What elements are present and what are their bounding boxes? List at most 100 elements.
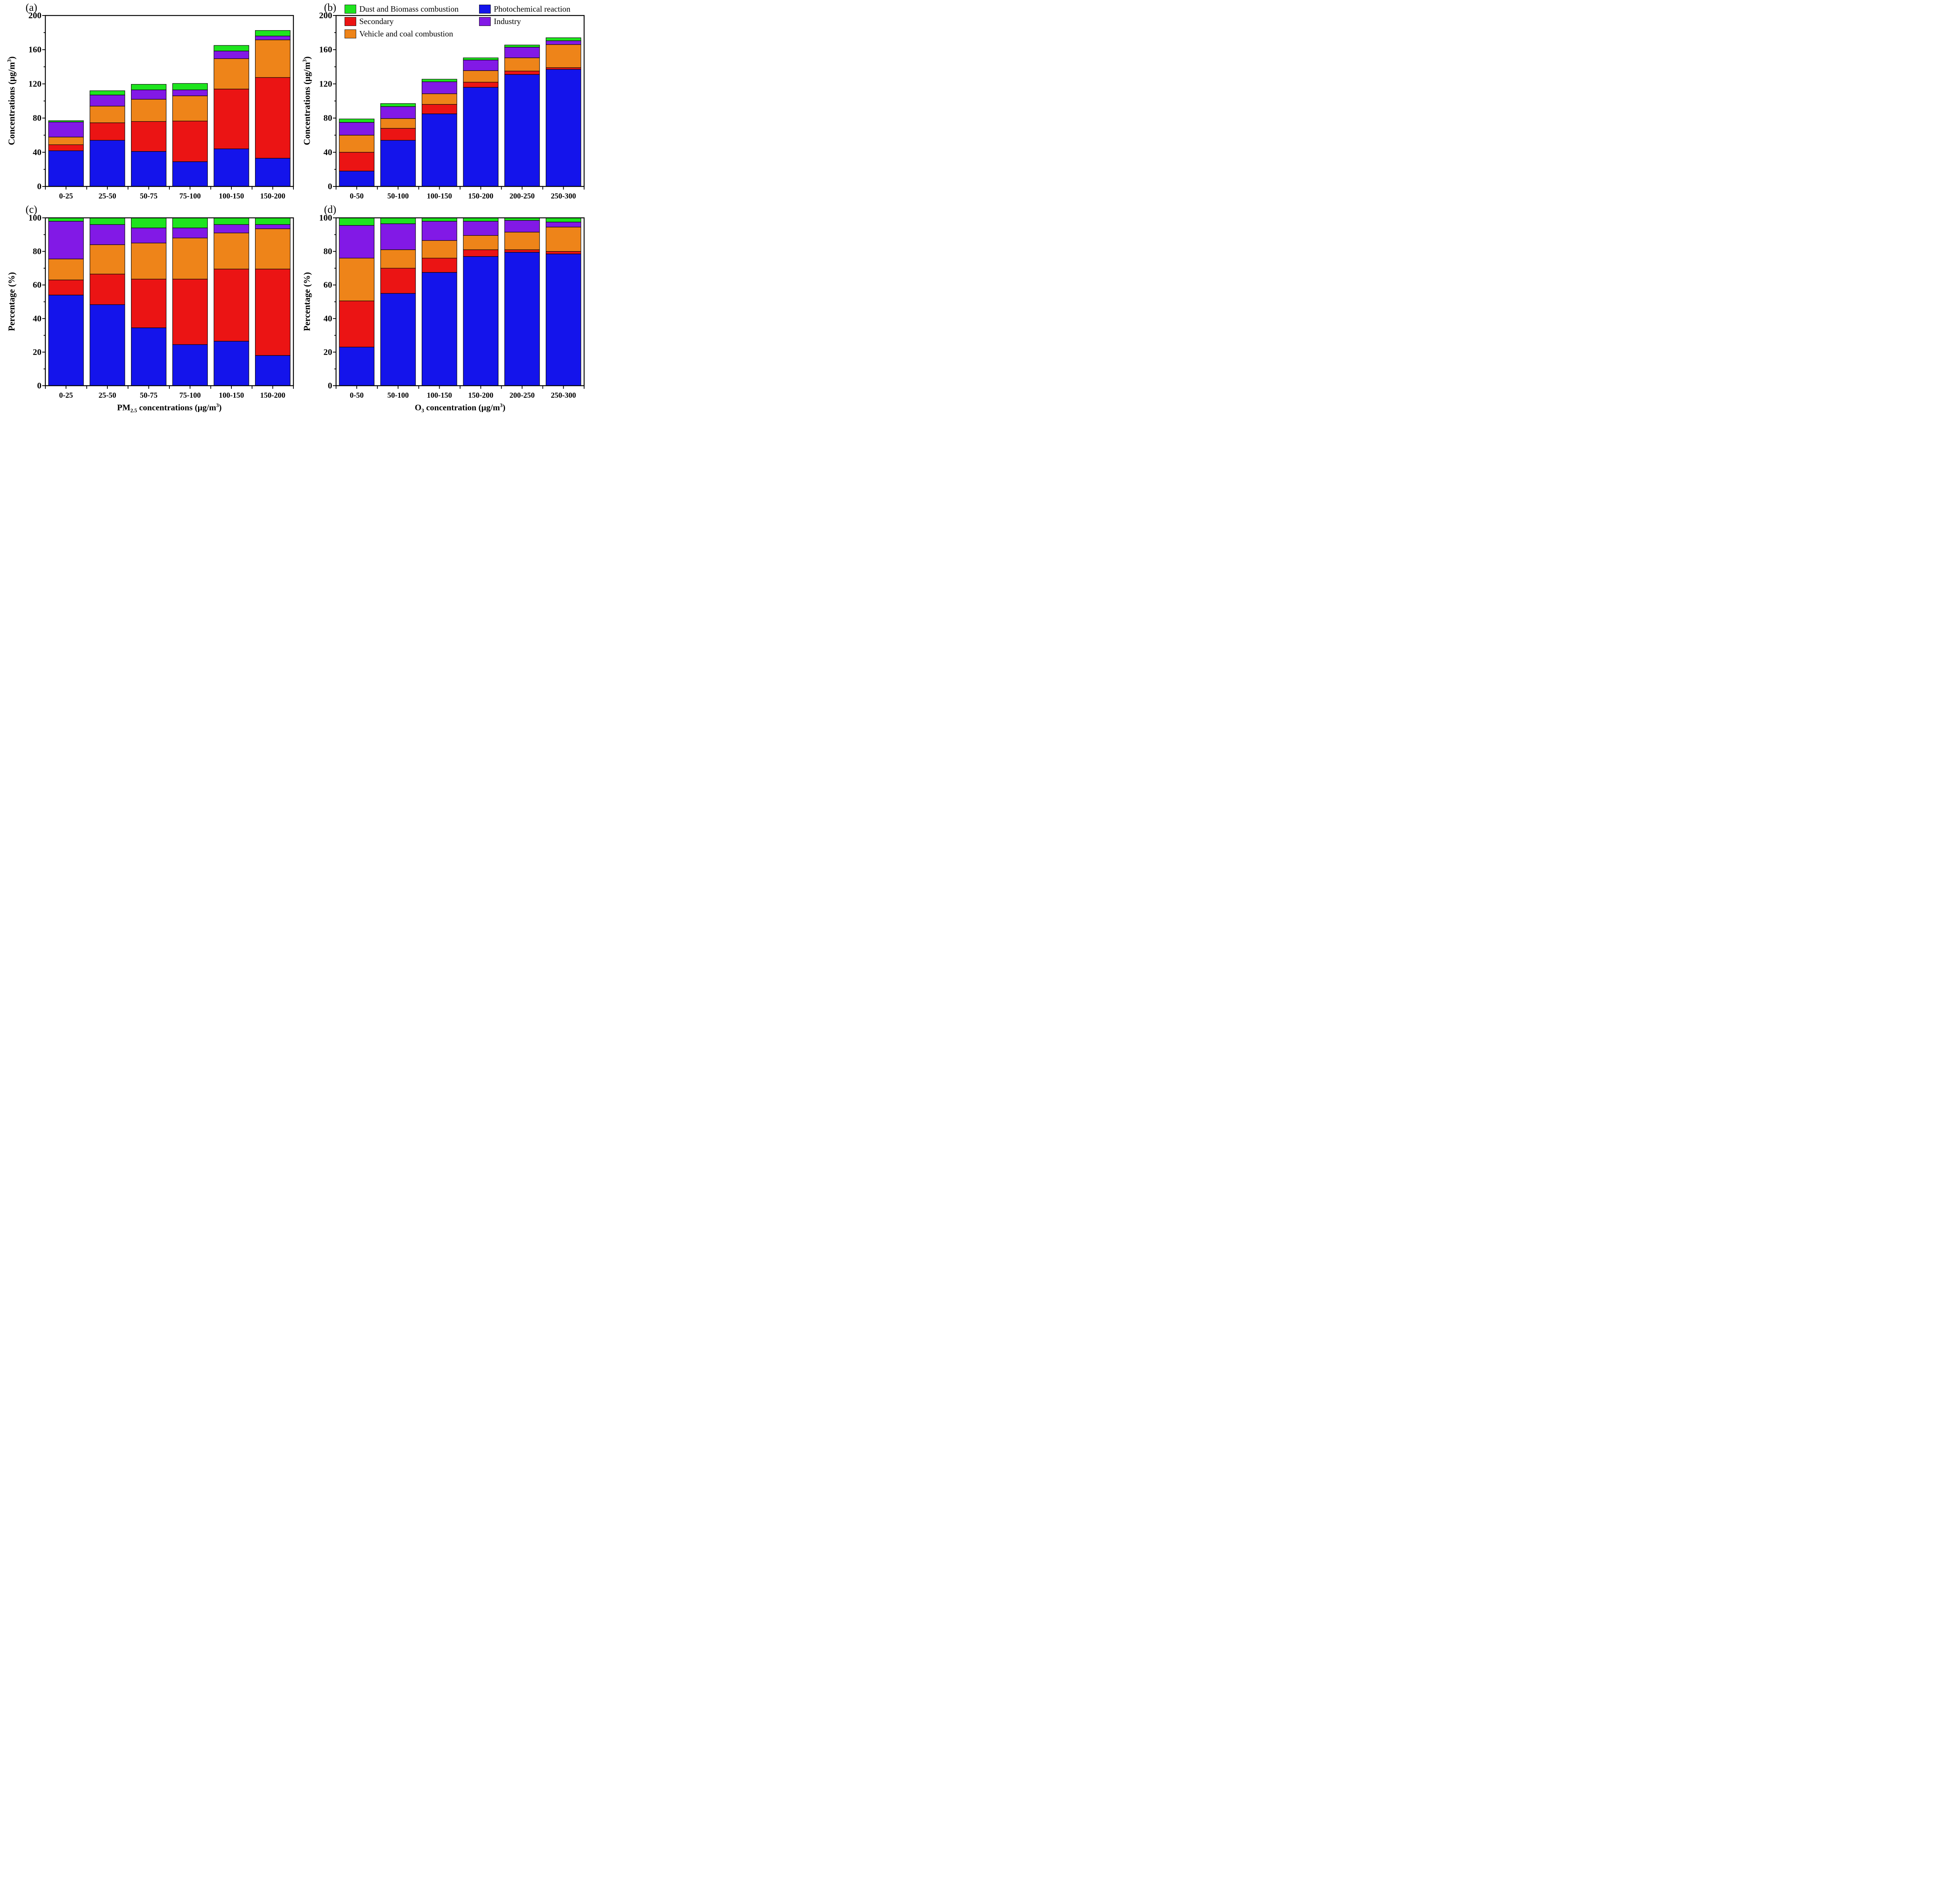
x-tick-label-a: 75-100 [179,192,201,200]
y-axis-title-c: Percentage (%) [7,272,17,331]
bar-a-2-red-segment [131,121,167,152]
bar-c-1-blue-segment [90,304,125,386]
bar-c-1-red-segment [90,274,125,305]
bar-a-5-red-segment [255,77,291,159]
bar-b-4-green-segment [504,45,540,48]
panel-letter-b: (b) [324,2,336,13]
y-tick-label-d: 80 [324,247,333,256]
bar-a-2-green-segment [131,84,167,90]
x-tick-label-b: 0-50 [350,192,364,200]
bar-a-0-green-segment [48,120,84,122]
legend-swatch-photochemical [479,5,491,14]
panel-a: 0 40 80 120 160 200 0-25 25-50 50-75 75-100 100-15… [28,10,294,200]
legend-item-secondary: Secondary [345,17,479,26]
bar-b-0-red-segment [339,152,374,171]
x-axis-title-d-pre: O [415,402,422,412]
bar-a-0-orange-segment [48,136,84,145]
x-tick-label-c: 25-50 [98,391,116,400]
legend-swatch-dust [345,5,356,14]
y-tick-label-c: 100 [28,213,41,222]
y-axis-title-b-close: ) [302,56,312,60]
y-tick-label-c: 0 [37,381,41,390]
bar-d-2-green-segment [421,217,457,222]
bar-b-1-green-segment [380,103,416,107]
legend-item-photochemical: Photochemical reaction [479,4,571,14]
bar-b-2-green-segment [421,79,457,82]
bar-b-4-blue-segment [504,74,540,187]
charts-svg-root: 0 40 80 120 160 200 0-25 25-50 50-75 75-100 100-15… [0,0,597,423]
panel-c: 0 20 40 60 80 100 0-25 25-50 50-75 75-100 100-150 1… [28,213,294,400]
x-tick-label-b: 250-300 [551,192,576,200]
bar-a-2-orange-segment [131,99,167,122]
y-axis-title-a: Concentrations (μg/m3) [7,56,17,145]
bar-c-3-blue-segment [172,344,208,386]
bar-c-1-orange-segment [90,244,125,274]
bar-d-4-red-segment [504,249,540,253]
bar-d-0-green-segment [339,217,374,226]
y-tick-label-a: 200 [28,10,41,20]
x-tick-label-d: 250-300 [551,391,576,400]
bar-d-5-red-segment [545,251,581,254]
y-tick-label-c: 40 [33,314,42,323]
bar-d-3-red-segment [463,249,499,257]
bar-d-3-green-segment [463,217,499,222]
panel-letter-d: (d) [324,204,336,215]
bar-d-3-orange-segment [463,235,499,250]
bar-a-5-green-segment [255,30,291,36]
legend-label-dust: Dust and Biomass combustion [359,4,459,14]
bar-c-0-purple-segment [48,221,84,259]
bar-a-3-purple-segment [172,90,208,96]
x-tick-label-c: 50-75 [140,391,158,400]
bar-b-3-purple-segment [463,60,499,71]
bar-d-5-green-segment [545,217,581,222]
bar-c-3-red-segment [172,279,208,345]
bar-d-0-blue-segment [339,347,374,386]
bar-a-3-blue-segment [172,161,208,187]
bar-b-0-orange-segment [339,135,374,153]
bar-a-1-blue-segment [90,140,125,187]
bar-b-2-purple-segment [421,81,457,94]
x-axis-title-c-sub: 2.5 [130,407,137,414]
x-tick-label-c: 150-200 [260,391,285,400]
bar-d-4-purple-segment [504,220,540,233]
bar-d-1-green-segment [380,217,416,224]
x-tick-label-b: 50-100 [387,192,409,200]
bar-d-4-orange-segment [504,232,540,250]
bar-c-2-purple-segment [131,228,167,243]
bar-d-5-orange-segment [545,227,581,252]
bar-a-0-red-segment [48,144,84,151]
legend-swatch-industry [479,17,491,26]
bar-a-4-green-segment [214,45,249,52]
x-tick-label-c: 75-100 [179,391,201,400]
y-tick-label-b: 40 [324,147,333,157]
bar-a-3-red-segment [172,121,208,162]
y-tick-label-d: 60 [324,280,333,290]
legend-label-industry: Industry [494,17,521,26]
y-tick-label-b: 200 [319,10,332,20]
bar-b-1-blue-segment [380,140,416,187]
y-axis-title-b-text: Concentrations (μg/m [302,62,312,145]
y-tick-label-a: 160 [28,45,41,54]
y-tick-label-b: 120 [319,79,332,88]
x-axis-title-d-mid: concentration (μg/m [424,402,500,412]
bar-b-2-blue-segment [421,113,457,187]
x-tick-label-d: 200-250 [510,391,535,400]
x-axis-title-c: PM2.5 concentrations (μg/m3) [117,402,222,414]
x-axis-title-c-close: ) [219,402,222,412]
bar-b-3-orange-segment [463,70,499,83]
bar-a-1-red-segment [90,122,125,141]
bar-c-5-green-segment [255,217,291,225]
bar-a-1-purple-segment [90,95,125,107]
bar-b-0-blue-segment [339,171,374,187]
bar-d-2-orange-segment [421,240,457,259]
x-tick-label-c: 0-25 [59,391,73,400]
bar-b-4-orange-segment [504,57,540,71]
bar-d-1-orange-segment [380,249,416,269]
x-tick-label-a: 100-150 [219,192,244,200]
bar-b-5-red-segment [545,67,581,70]
bar-c-5-blue-segment [255,355,291,386]
bar-d-0-red-segment [339,300,374,348]
y-tick-label-c: 20 [33,347,42,357]
bar-c-0-green-segment [48,217,84,222]
bar-b-1-purple-segment [380,106,416,119]
